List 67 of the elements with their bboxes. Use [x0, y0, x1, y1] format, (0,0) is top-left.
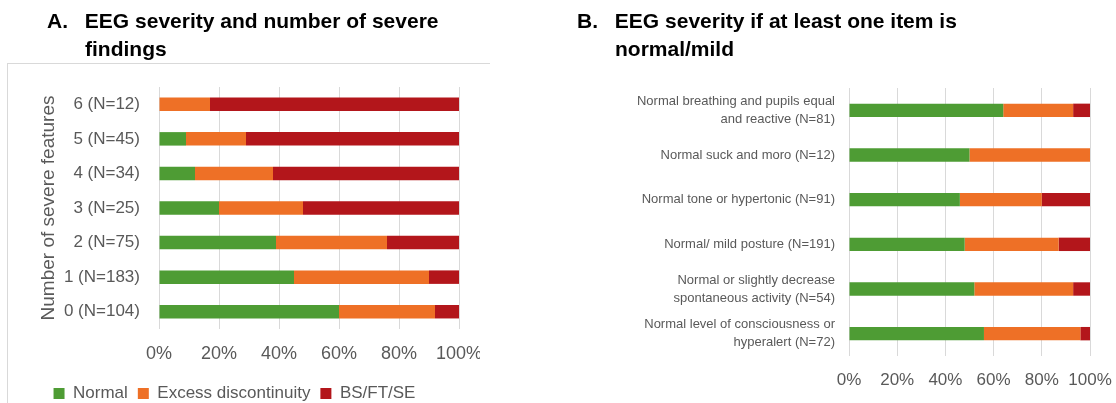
bar	[159, 235, 276, 250]
x-tick-label: 60%	[976, 369, 1011, 389]
y-tick-label: 3 (N=25)	[73, 197, 140, 217]
bar	[195, 166, 273, 181]
bar	[969, 148, 1090, 162]
bar	[159, 132, 186, 146]
bar	[159, 97, 210, 112]
y-axis-title: Number of severe features	[36, 95, 58, 321]
legend-label: BS/FT/SE	[339, 383, 416, 403]
y-tick-label: 6 (N=12)	[73, 93, 140, 113]
y-tick-label: Normal tone or hypertonic (N=91)	[641, 191, 835, 207]
bar	[303, 201, 459, 215]
bar	[959, 192, 1042, 207]
bar	[1041, 192, 1090, 207]
bar	[159, 304, 339, 319]
bar	[1003, 103, 1074, 118]
bar	[429, 270, 459, 284]
bar	[849, 103, 1004, 118]
x-tick-label: 20%	[200, 342, 238, 363]
bar	[849, 326, 984, 341]
bar	[219, 201, 303, 215]
bar	[159, 270, 294, 284]
bar	[849, 282, 975, 296]
bar	[210, 97, 459, 112]
legend-label: Excess discontinuity	[157, 383, 311, 403]
bar	[246, 132, 459, 146]
x-tick-label: 20%	[880, 369, 915, 389]
bar	[1058, 237, 1090, 252]
x-tick-label: 40%	[260, 342, 298, 363]
x-tick-label: 80%	[1024, 369, 1059, 389]
bar	[983, 326, 1081, 341]
x-tick-label: 40%	[928, 369, 963, 389]
bar	[159, 166, 195, 181]
bar	[294, 270, 429, 284]
x-tick-label: 0%	[145, 342, 173, 363]
bar	[1080, 326, 1090, 341]
y-tick-label: 1 (N=183)	[63, 266, 140, 286]
x-tick-label: 0%	[836, 369, 862, 389]
bar	[276, 235, 387, 250]
bar	[849, 192, 960, 207]
y-tick-label: Normal level of consciousness or hyperalert (N=72)	[644, 316, 836, 350]
y-tick-label: Normal suck and moro (N=12)	[660, 146, 835, 162]
y-tick-label: Normal or slightly decrease spontaneous activity (N=54)	[673, 271, 835, 305]
bar	[435, 304, 459, 319]
y-tick-label: Normal/ mild posture (N=191)	[664, 235, 835, 251]
y-tick-label: 0 (N=104)	[63, 301, 140, 321]
x-tick-label: 80%	[380, 342, 418, 363]
bar	[1073, 282, 1090, 296]
bar	[849, 237, 965, 252]
y-tick-label: Normal breathing and pupils equal and reactive (N=81)	[636, 92, 836, 126]
bar	[964, 237, 1059, 252]
bar	[387, 235, 459, 250]
chart-title: B. EEG severity if at least one item is normal/mild	[577, 8, 957, 60]
chart-title: A. EEG severity and number of severe findings	[47, 8, 439, 60]
bar	[974, 282, 1074, 296]
bar	[849, 148, 970, 162]
y-tick-label: 4 (N=34)	[73, 163, 140, 183]
legend-label: Normal	[73, 383, 128, 403]
bar	[186, 132, 246, 146]
y-tick-label: 5 (N=45)	[73, 128, 140, 148]
x-tick-label: 60%	[320, 342, 358, 363]
bar	[339, 304, 435, 319]
x-tick-label: 100%	[1068, 369, 1112, 389]
bar	[159, 201, 219, 215]
bar	[273, 166, 459, 181]
y-tick-label: 2 (N=75)	[73, 232, 140, 252]
bar	[1073, 103, 1090, 118]
